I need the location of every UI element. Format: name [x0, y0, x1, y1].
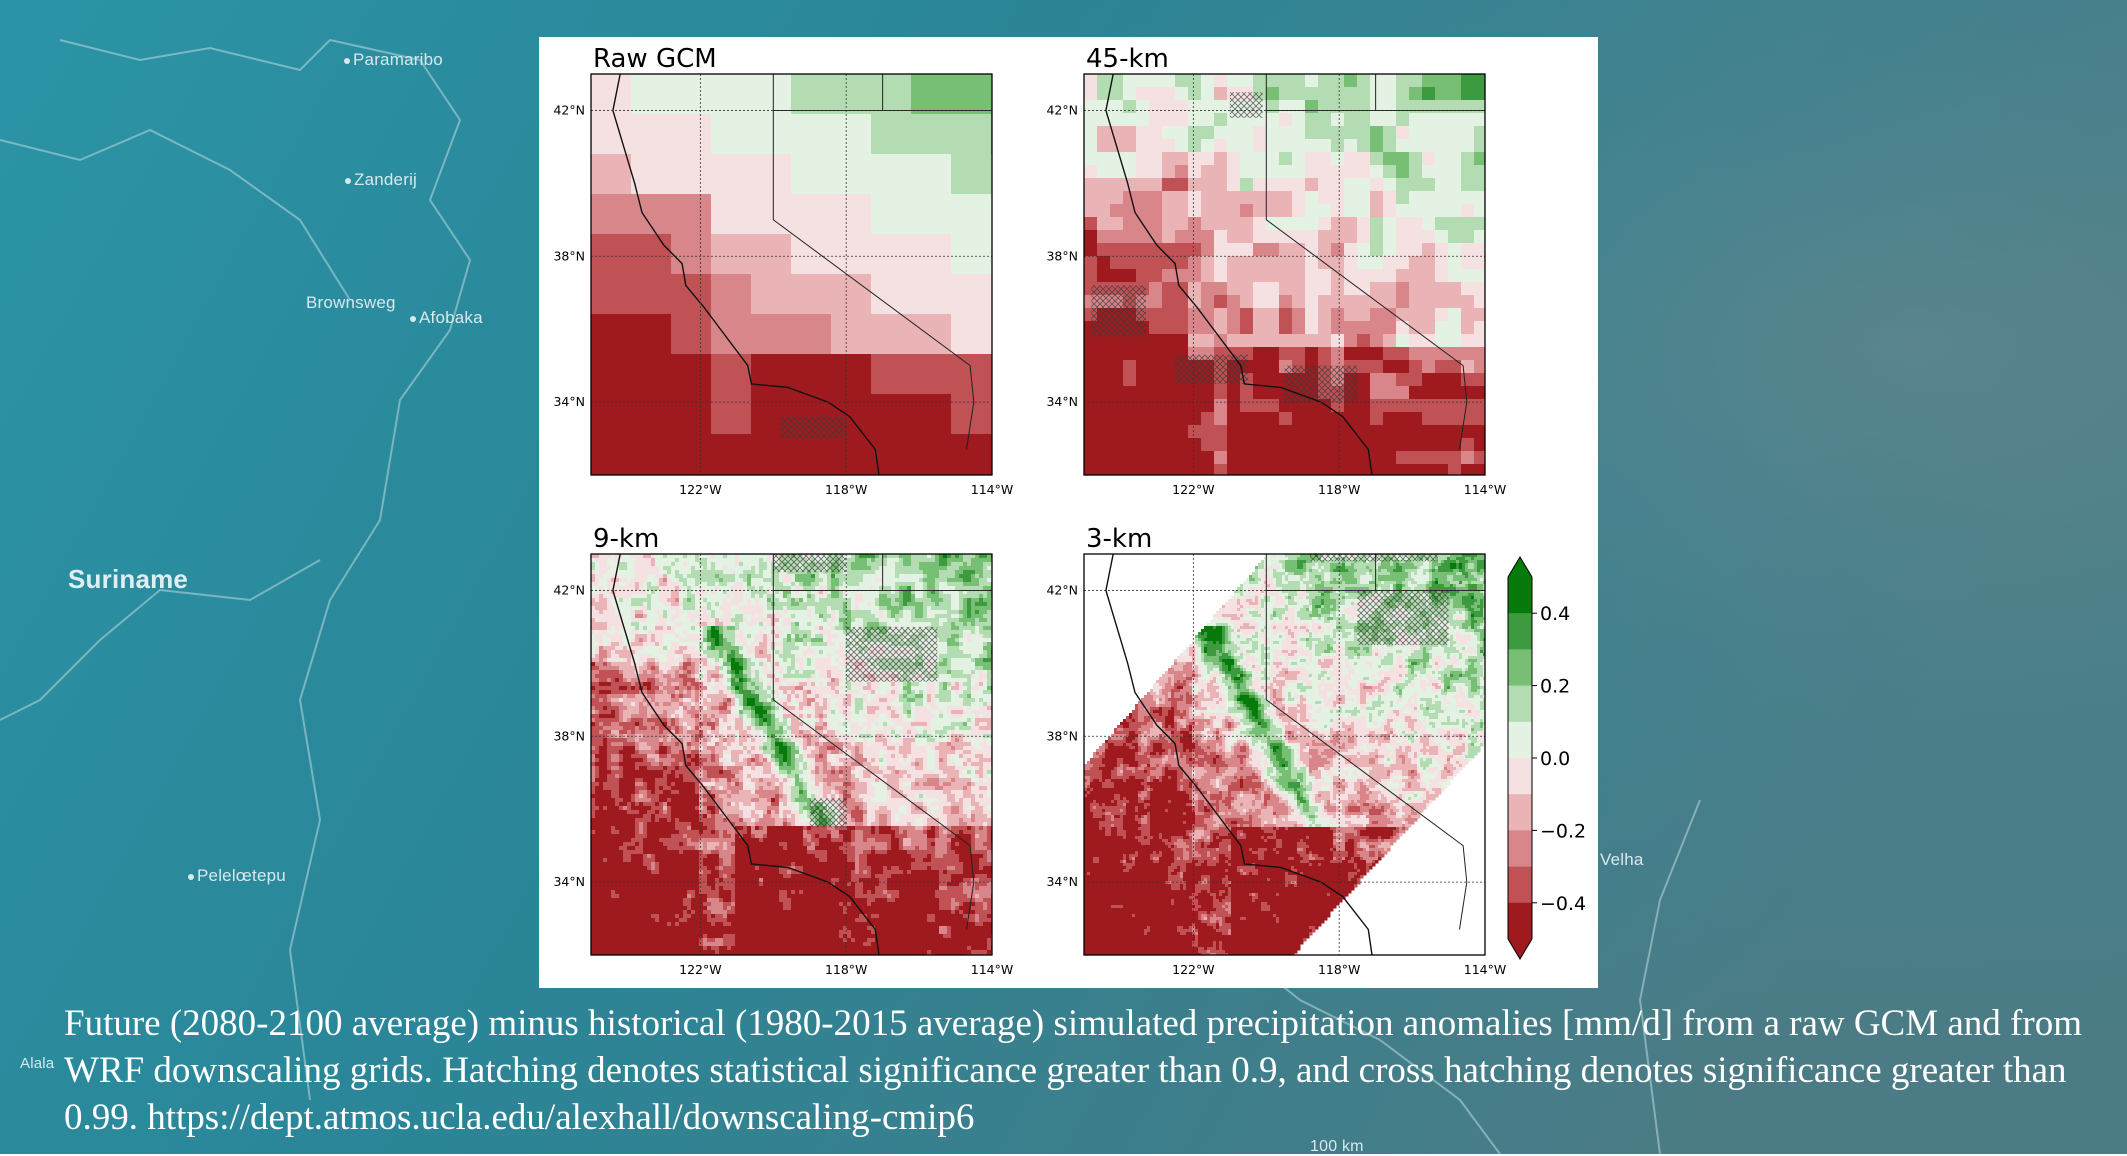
colorbar-segment: [1508, 867, 1532, 904]
panel-1: Raw GCM 122°W 118°W 114°W 42°N 38°N 34°N: [553, 44, 1031, 515]
y-tick-label: 38°N: [1046, 248, 1078, 263]
panel-title: 3-km: [1086, 524, 1152, 554]
y-tick-label: 34°N: [553, 874, 585, 889]
x-tick-label: 122°W: [1172, 962, 1214, 977]
panel-title: Raw GCM: [593, 44, 717, 74]
map-label-velha: Velha: [1600, 850, 1644, 870]
heatmap-field-1: [591, 74, 1032, 515]
x-tick-label: 114°W: [1464, 482, 1506, 497]
y-tick-label: 38°N: [553, 248, 585, 263]
colorbar-tick-label: −0.2: [1540, 820, 1586, 842]
figure-caption: Future (2080-2100 average) minus histori…: [64, 1000, 2114, 1141]
x-tick-label: 114°W: [971, 482, 1013, 497]
colorbar-segment: [1508, 686, 1532, 723]
y-tick-label: 34°N: [1046, 874, 1078, 889]
y-tick-label: 42°N: [553, 102, 585, 117]
colorbar-extend-bottom: [1508, 939, 1532, 959]
colorbar-segment: [1508, 903, 1532, 940]
y-tick-label: 38°N: [1046, 728, 1078, 743]
map-label-suriname: Suriname: [68, 564, 188, 595]
map-label-paramaribo: Paramaribo: [344, 50, 443, 70]
colorbar-segment: [1508, 649, 1532, 686]
map-label-alala: Alala: [20, 1055, 54, 1072]
colorbar-segment: [1508, 722, 1532, 759]
x-tick-label: 122°W: [679, 482, 721, 497]
x-tick-label: 118°W: [1318, 482, 1360, 497]
colorbar: 0.4 0.2 0.0 −0.2 −0.4: [1508, 557, 1586, 959]
colorbar-segment: [1508, 830, 1532, 867]
colorbar-segment: [1508, 794, 1532, 831]
colorbar-tick-label: 0.0: [1540, 748, 1570, 770]
x-tick-label: 122°W: [1172, 482, 1214, 497]
x-tick-label: 114°W: [971, 962, 1013, 977]
x-tick-label: 122°W: [679, 962, 721, 977]
map-label-afobaka: Afobaka: [410, 308, 483, 328]
x-tick-label: 118°W: [825, 962, 867, 977]
y-tick-label: 34°N: [553, 394, 585, 409]
panel-2: 45-km 122°W 118°W 114°W 42°N 38°N 34°N: [1046, 44, 1506, 497]
heatmap-field-3: [591, 554, 996, 959]
panel-title: 45-km: [1086, 44, 1169, 74]
y-tick-label: 38°N: [553, 728, 585, 743]
colorbar-segment: [1508, 758, 1532, 795]
figure-svg: Raw GCM 122°W 118°W 114°W 42°N 38°N 34°N 45-km 1…: [539, 37, 1598, 988]
panel-3: 9-km 122°W 118°W 114°W 42°N 38°N 34°N: [553, 524, 1013, 977]
heatmap-field-2: [1084, 74, 1488, 478]
figure-panel: Raw GCM 122°W 118°W 114°W 42°N 38°N 34°N 45-km 1…: [539, 37, 1598, 988]
map-label-pelelœtepu: Pelelœtepu: [188, 866, 286, 886]
y-tick-label: 42°N: [1046, 102, 1078, 117]
y-tick-label: 34°N: [1046, 394, 1078, 409]
panel-4: 3-km 122°W 118°W 114°W 42°N 38°N 34°N: [1046, 488, 1506, 977]
colorbar-tick-label: 0.4: [1540, 603, 1570, 625]
map-label-brownsweg: Brownsweg: [306, 293, 396, 313]
hatching-1: [781, 417, 847, 439]
x-tick-label: 114°W: [1464, 962, 1506, 977]
colorbar-extend-top: [1508, 557, 1532, 577]
x-tick-label: 118°W: [1318, 962, 1360, 977]
x-tick-label: 118°W: [825, 482, 867, 497]
colorbar-segment: [1508, 577, 1532, 614]
map-label-zanderij: Zanderij: [345, 170, 417, 190]
y-tick-label: 42°N: [553, 582, 585, 597]
y-tick-label: 42°N: [1046, 582, 1078, 597]
colorbar-tick-label: −0.4: [1540, 893, 1586, 915]
panel-title: 9-km: [593, 524, 659, 554]
colorbar-segment: [1508, 613, 1532, 650]
colorbar-tick-label: 0.2: [1540, 676, 1570, 698]
